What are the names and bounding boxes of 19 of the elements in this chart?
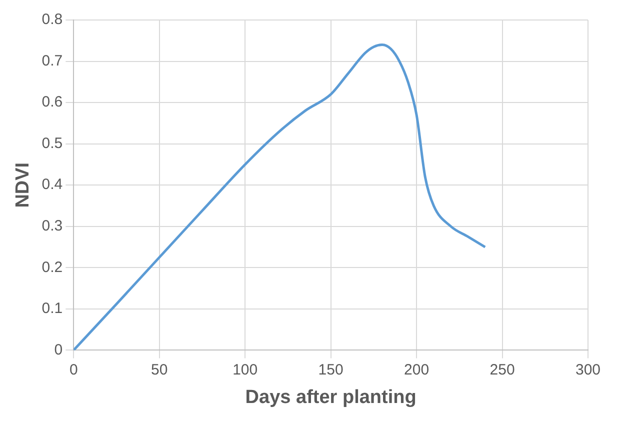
x-tick-label: 250	[490, 361, 515, 378]
x-tick-label: 100	[232, 361, 258, 378]
y-axis-title: NDVI	[12, 162, 34, 208]
y-tick-label: 0	[54, 341, 63, 358]
x-tick-label: 300	[575, 361, 601, 378]
y-tick-label: 0.8	[42, 11, 63, 28]
y-tick-label: 0.1	[42, 300, 63, 318]
line-series	[74, 44, 486, 350]
y-tick-label: 0.4	[42, 176, 63, 194]
y-tick-label: 0.6	[42, 94, 63, 111]
x-axis-title: Days after planting	[245, 386, 416, 408]
y-tick-label: 0.5	[42, 134, 63, 152]
x-tick-label: 50	[151, 361, 168, 378]
y-tick-label: 0.2	[42, 258, 63, 276]
x-tick-label: 200	[404, 361, 430, 378]
x-tick-label: 150	[318, 361, 344, 378]
y-tick-label: 0.3	[42, 218, 63, 235]
x-tick-label: 0	[69, 361, 78, 378]
y-tick-label: 0.7	[42, 52, 63, 70]
